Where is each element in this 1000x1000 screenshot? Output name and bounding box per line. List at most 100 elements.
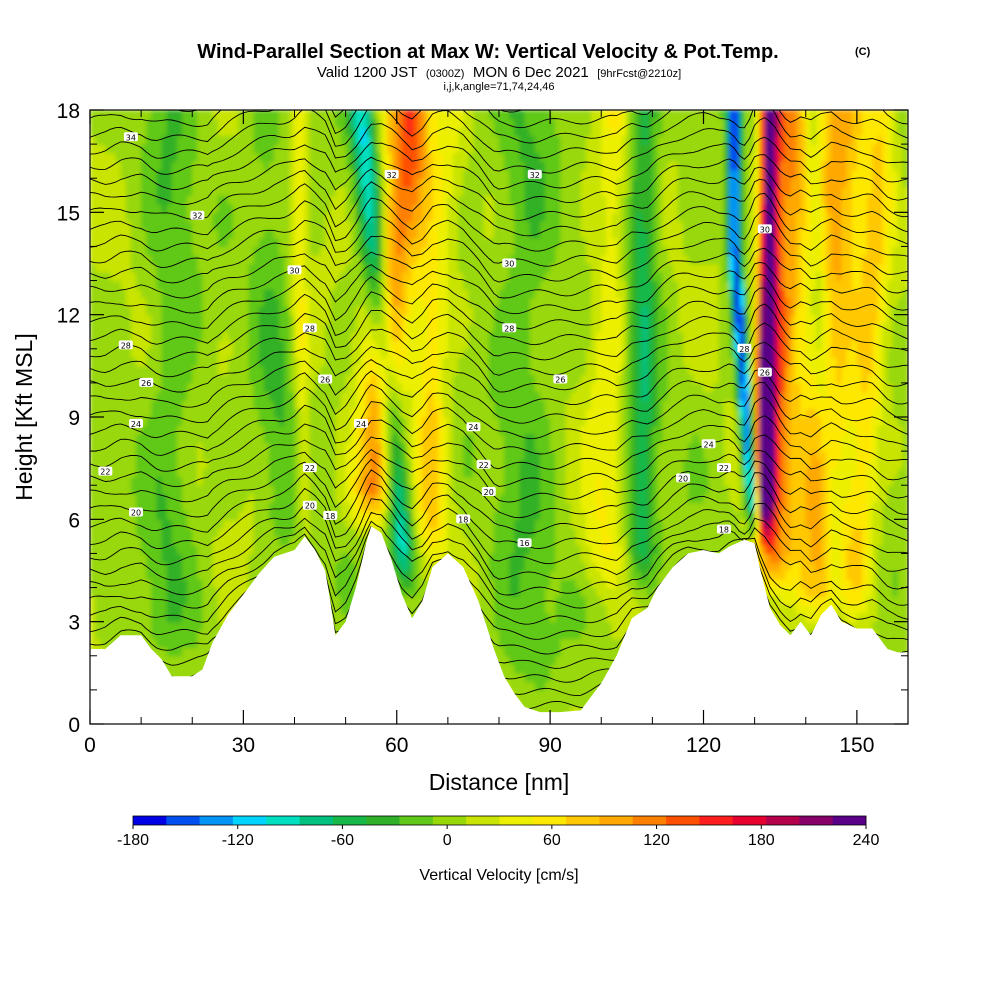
velocity-cell — [95, 229, 101, 239]
velocity-cell — [222, 331, 229, 341]
velocity-cell — [182, 664, 188, 674]
velocity-cell — [141, 118, 147, 128]
velocity-cell — [248, 570, 255, 580]
velocity-cell — [284, 280, 290, 290]
velocity-cell — [371, 178, 377, 188]
velocity-cell — [182, 468, 188, 478]
velocity-cell — [125, 630, 132, 640]
velocity-cell — [90, 246, 96, 256]
velocity-cell — [243, 544, 250, 555]
velocity-cell — [427, 323, 434, 333]
velocity-cell — [228, 331, 234, 341]
velocity-cell — [146, 135, 152, 145]
velocity-cell — [202, 425, 209, 435]
velocity-cell — [146, 297, 152, 307]
velocity-cell — [207, 306, 214, 316]
velocity-cell — [299, 178, 306, 188]
velocity-cell — [279, 391, 285, 401]
velocity-cell — [222, 553, 229, 563]
velocity-cell — [279, 280, 285, 290]
velocity-cell — [182, 561, 188, 572]
velocity-cell — [100, 127, 106, 137]
velocity-cell — [166, 630, 173, 640]
velocity-cell — [391, 110, 398, 120]
velocity-cell — [130, 374, 137, 384]
velocity-cell — [105, 536, 112, 546]
velocity-cell — [228, 110, 234, 120]
velocity-cell — [258, 561, 265, 572]
velocity-cell — [401, 314, 408, 324]
velocity-cell — [161, 357, 168, 367]
velocity-cell — [350, 348, 357, 358]
velocity-cell — [151, 110, 158, 120]
velocity-cell — [243, 374, 250, 384]
velocity-cell — [376, 348, 383, 358]
velocity-cell — [401, 340, 408, 350]
velocity-cell — [263, 519, 270, 529]
velocity-cell — [110, 485, 117, 495]
velocity-cell — [130, 220, 137, 230]
velocity-cell — [136, 229, 142, 239]
velocity-cell — [100, 161, 106, 171]
velocity-cell — [366, 357, 372, 367]
velocity-cell — [437, 536, 444, 546]
velocity-cell — [309, 195, 316, 205]
velocity-cell — [406, 289, 413, 299]
velocity-cell — [228, 493, 234, 503]
velocity-cell — [325, 220, 331, 230]
velocity-cell — [115, 348, 122, 358]
velocity-cell — [176, 263, 183, 273]
velocity-cell — [412, 212, 418, 222]
velocity-cell — [335, 169, 342, 179]
velocity-cell — [90, 254, 96, 265]
velocity-cell — [294, 229, 301, 239]
velocity-cell — [187, 314, 193, 324]
velocity-cell — [381, 493, 388, 503]
velocity-cell — [248, 382, 255, 393]
velocity-cell — [238, 220, 244, 230]
velocity-cell — [284, 365, 290, 375]
velocity-cell — [253, 152, 260, 162]
velocity-cell — [350, 229, 357, 239]
velocity-cell — [330, 587, 336, 597]
velocity-cell — [248, 237, 255, 248]
velocity-cell — [197, 178, 204, 188]
velocity-cell — [217, 306, 224, 316]
velocity-cell — [222, 365, 229, 375]
velocity-cell — [340, 272, 347, 282]
velocity-cell — [182, 519, 188, 529]
velocity-cell — [371, 297, 377, 307]
velocity-cell — [238, 178, 244, 188]
velocity-cell — [136, 118, 142, 128]
velocity-cell — [110, 476, 117, 486]
velocity-cell — [412, 127, 418, 137]
velocity-cell — [176, 314, 183, 324]
velocity-cell — [340, 391, 347, 401]
velocity-cell — [406, 195, 413, 205]
velocity-cell — [335, 442, 342, 452]
velocity-cell — [406, 502, 413, 512]
velocity-cell — [314, 161, 321, 171]
velocity-cell — [396, 195, 403, 205]
velocity-cell — [120, 144, 127, 154]
velocity-cell — [105, 527, 112, 537]
velocity-cell — [391, 434, 398, 444]
velocity-cell — [360, 544, 367, 555]
velocity-cell — [228, 357, 234, 367]
velocity-cell — [304, 212, 311, 222]
velocity-cell — [166, 561, 173, 572]
velocity-cell — [335, 621, 342, 631]
velocity-cell — [141, 161, 147, 171]
velocity-cell — [212, 237, 219, 248]
velocity-cell — [427, 195, 434, 205]
velocity-cell — [197, 527, 204, 537]
velocity-cell — [95, 544, 101, 555]
velocity-cell — [325, 263, 331, 273]
velocity-cell — [161, 579, 168, 589]
velocity-cell — [146, 118, 152, 128]
velocity-cell — [176, 493, 183, 503]
velocity-cell — [212, 348, 219, 358]
velocity-cell — [171, 476, 178, 486]
velocity-cell — [320, 331, 326, 341]
velocity-cell — [401, 220, 408, 230]
